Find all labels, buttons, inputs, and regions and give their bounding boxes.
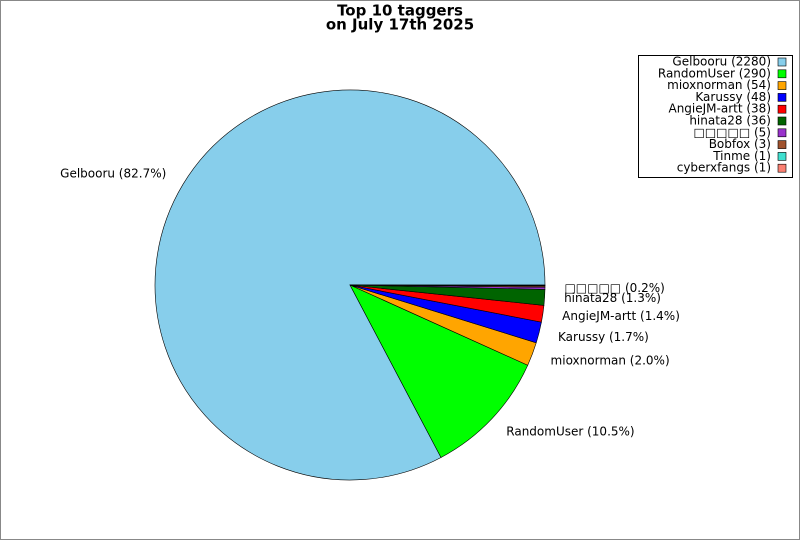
legend-box — [638, 55, 793, 178]
legend-label: Gelbooru (2280) — [672, 55, 771, 69]
legend-swatch — [777, 69, 787, 79]
slice-label: Karussy (1.7%) — [558, 330, 649, 344]
legend-label: □□□□□ (5) — [693, 125, 771, 139]
legend-swatch — [777, 128, 787, 138]
legend-label: Tinme (1) — [712, 149, 771, 163]
legend-swatch — [777, 104, 787, 114]
chart-subtitle: on July 17th 2025 — [326, 16, 474, 34]
slice-label: hinata28 (1.3%) — [564, 291, 661, 305]
legend-swatch — [777, 116, 787, 126]
legend-label: RandomUser (290) — [658, 66, 771, 80]
legend-swatch — [777, 140, 787, 149]
legend-label: Karussy (48) — [695, 90, 771, 104]
legend-label: Bobfox (3) — [709, 137, 771, 151]
legend-label: cyberxfangs (1) — [677, 161, 771, 175]
legend-swatch — [777, 93, 787, 102]
slice-label: mioxnorman (2.0%) — [551, 354, 670, 368]
legend-swatch — [777, 57, 787, 67]
legend-swatch — [777, 152, 787, 161]
pie-slice — [349, 284, 529, 458]
legend-swatch — [777, 81, 787, 90]
legend-label: AngieJM-artt (38) — [668, 102, 771, 116]
slice-label: RandomUser (10.5%) — [506, 424, 634, 438]
legend-label: mioxnorman (54) — [667, 78, 771, 92]
slice-label: □□□□□ (0.2%) — [564, 281, 664, 295]
slice-label: AngieJM-artt (1.4%) — [562, 309, 680, 323]
legend-label: hinata28 (36) — [689, 114, 771, 128]
chart-title: Top 10 taggers — [337, 2, 463, 20]
legend-swatch — [777, 163, 787, 173]
slice-label: Gelbooru (82.7%) — [60, 167, 166, 181]
